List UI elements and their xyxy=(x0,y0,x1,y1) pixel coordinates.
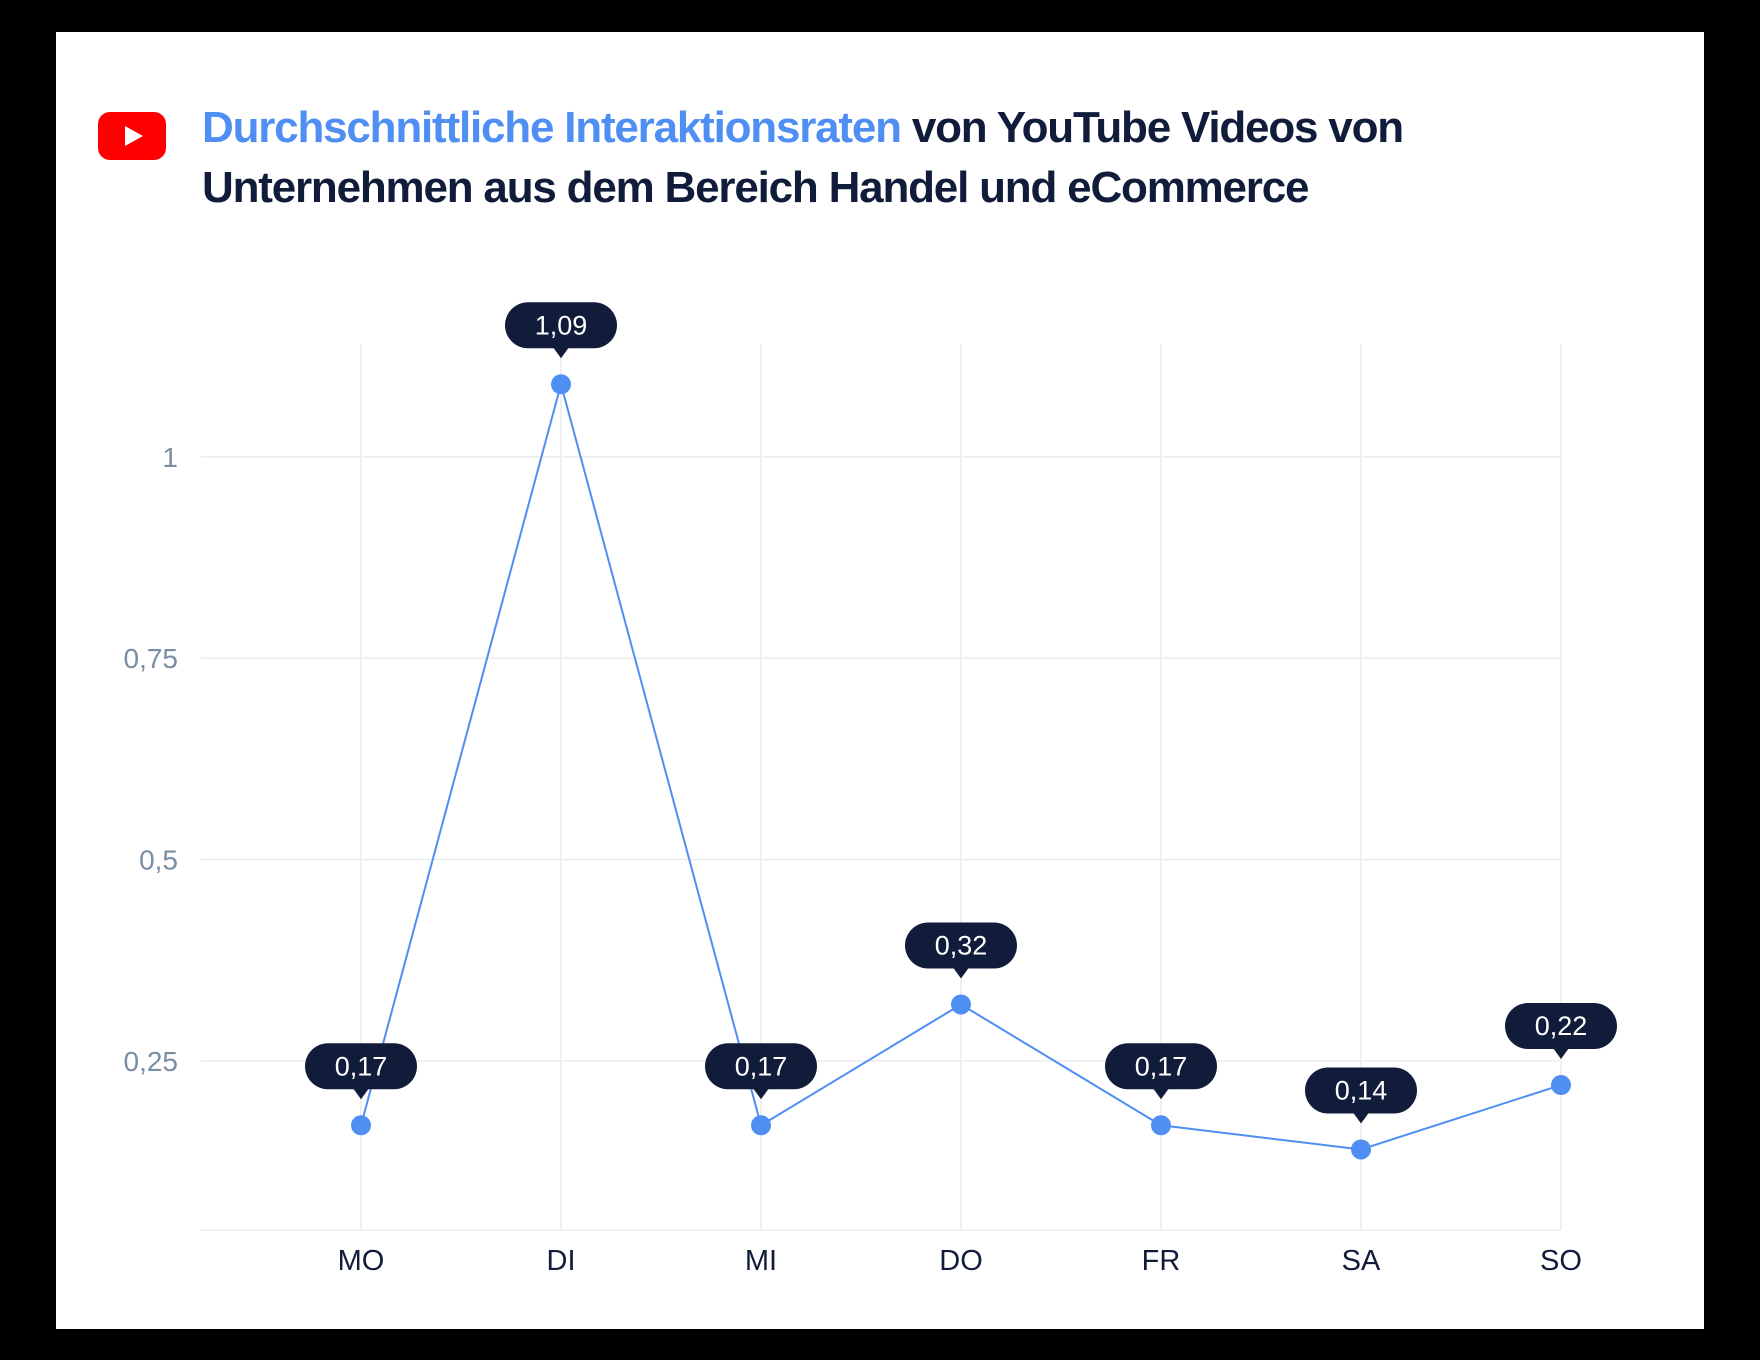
data-label-text: 0,14 xyxy=(1335,1075,1388,1105)
data-label-so: 0,22 xyxy=(1505,1003,1617,1060)
y-tick-label: 0,5 xyxy=(139,844,178,875)
y-tick-label: 0,75 xyxy=(124,643,179,674)
data-label-do: 0,32 xyxy=(905,922,1017,979)
data-label-mo: 0,17 xyxy=(305,1043,417,1100)
title-rest: von YouTube Videos von Unternehmen aus d… xyxy=(202,103,1404,212)
data-point-do[interactable] xyxy=(951,994,971,1015)
x-tick-label-do: DO xyxy=(939,1245,983,1277)
chart-card: Durchschnittliche Interaktionsraten von … xyxy=(56,32,1704,1329)
data-point-di[interactable] xyxy=(551,374,571,395)
data-label-text: 0,17 xyxy=(1135,1051,1188,1081)
data-labels: 0,17 1,09 0,17 0,32 0,17 0,14 0,22 xyxy=(305,302,1617,1124)
line-chart: 0,250,50,751 MO DI MI DO FR SA SO 0,171,090,17… xyxy=(124,302,1617,1277)
x-axis-tick-labels: MO DI MI DO FR SA SO xyxy=(338,1245,1582,1277)
data-point-mo[interactable] xyxy=(351,1115,371,1136)
x-tick-label-sa: SA xyxy=(1342,1245,1381,1277)
data-label-fr: 0,17 xyxy=(1105,1043,1217,1100)
data-label-text: 0,17 xyxy=(335,1051,388,1081)
data-point-fr[interactable] xyxy=(1151,1115,1171,1136)
chart-title: Durchschnittliche Interaktionsraten von … xyxy=(202,98,1602,218)
data-points xyxy=(351,374,1571,1160)
data-point-mi[interactable] xyxy=(751,1115,771,1136)
data-point-sa[interactable] xyxy=(1351,1139,1371,1160)
data-label-sa: 0,14 xyxy=(1305,1067,1417,1124)
data-label-mi: 0,17 xyxy=(705,1043,817,1100)
horizontal-gridlines xyxy=(201,456,1561,1231)
y-tick-label: 0,25 xyxy=(124,1046,179,1077)
youtube-logo-icon xyxy=(98,112,166,160)
data-label-di: 1,09 xyxy=(505,302,617,359)
data-label-text: 0,17 xyxy=(735,1051,788,1081)
data-label-text: 0,22 xyxy=(1535,1011,1588,1041)
x-tick-label-di: DI xyxy=(547,1245,576,1277)
x-tick-label-mi: MI xyxy=(745,1245,777,1277)
data-point-so[interactable] xyxy=(1551,1075,1571,1096)
x-tick-label-fr: FR xyxy=(1142,1245,1181,1277)
y-axis-tick-labels: 0,25 0,5 0,75 1 xyxy=(124,442,179,1077)
title-highlight: Durchschnittliche Interaktionsraten xyxy=(202,103,902,152)
x-tick-label-so: SO xyxy=(1540,1245,1582,1277)
y-tick-label: 1 xyxy=(162,442,178,473)
data-label-text: 0,32 xyxy=(935,930,988,960)
x-tick-label-mo: MO xyxy=(338,1245,385,1277)
data-label-text: 1,09 xyxy=(535,310,588,340)
